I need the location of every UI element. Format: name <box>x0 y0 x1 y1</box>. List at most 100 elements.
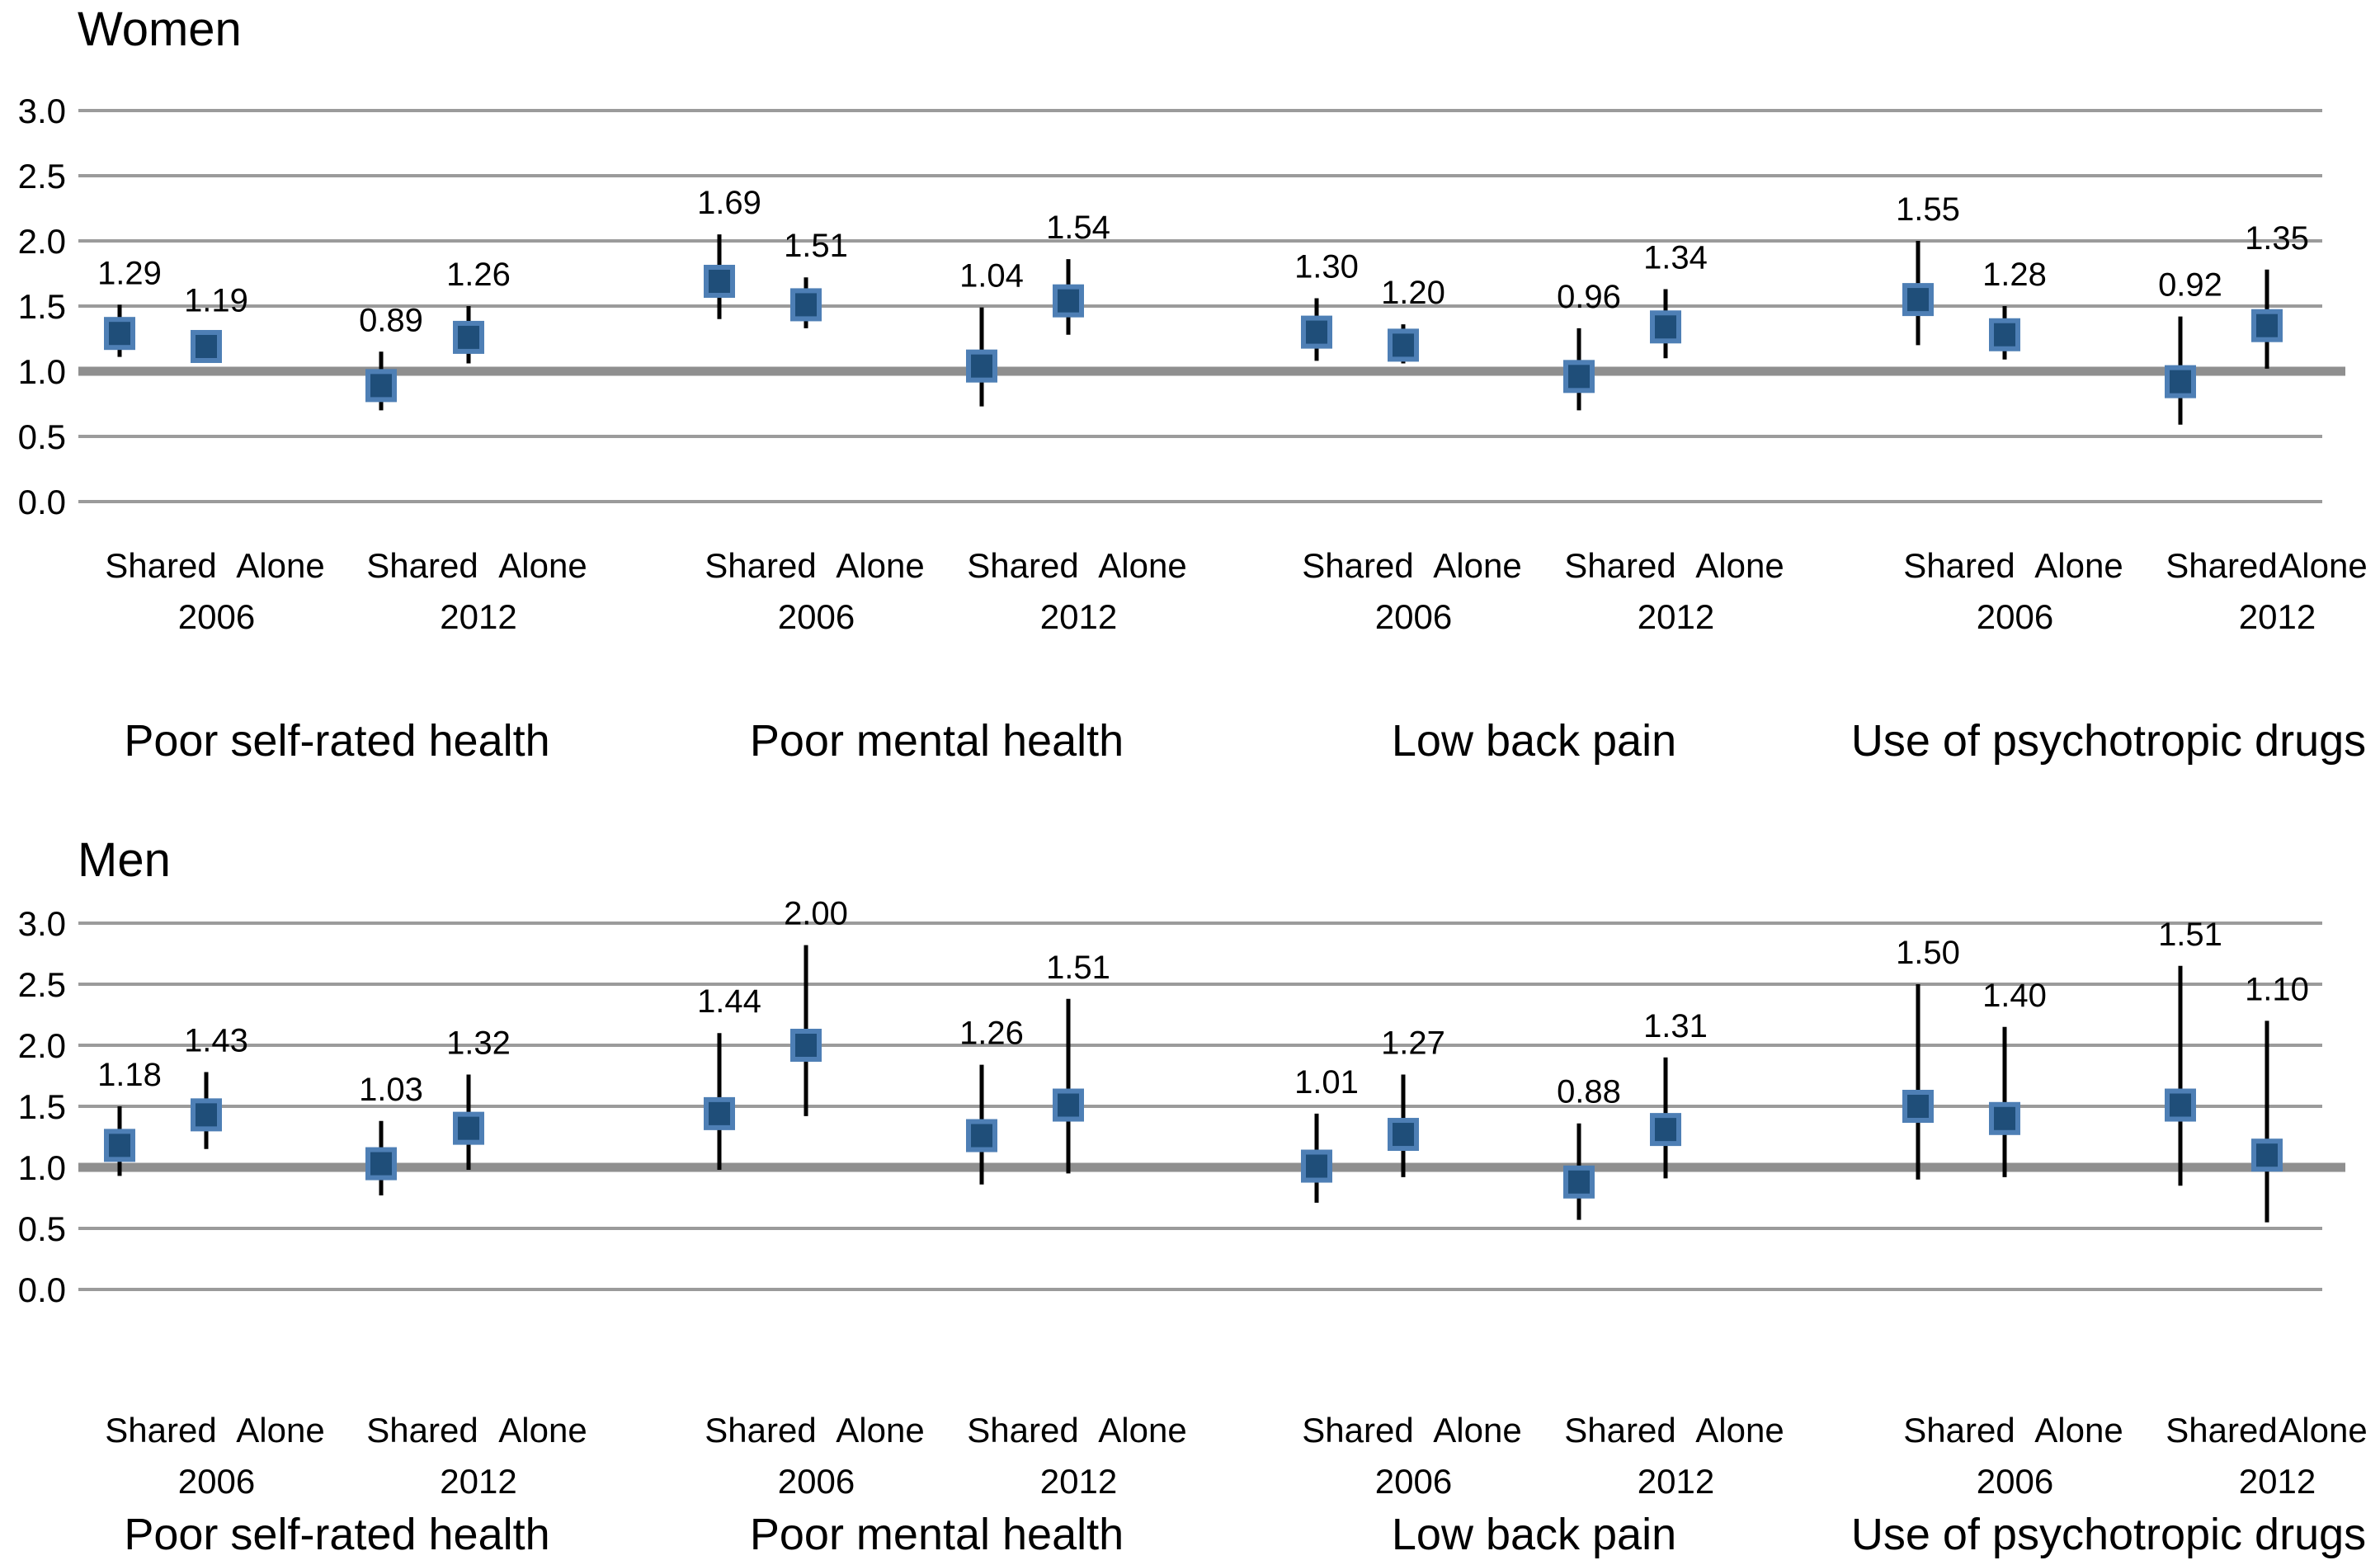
x-arrangement-label: Alone <box>236 546 324 585</box>
point-marker <box>365 1147 397 1181</box>
x-arrangement-label: Alone <box>2034 546 2123 585</box>
point-marker <box>1388 328 1419 362</box>
y-tick-label: 0.0 <box>18 483 66 521</box>
x-year-label: 2012 <box>1040 597 1117 636</box>
value-label: 1.04 <box>959 258 1024 295</box>
value-label: 1.31 <box>1643 1008 1708 1044</box>
value-label: 1.51 <box>2158 917 2222 953</box>
value-label: 1.55 <box>1896 191 1960 228</box>
x-arrangement-label: Shared <box>967 546 1078 585</box>
x-arrangement-label: Shared <box>2166 1411 2277 1450</box>
x-arrangement-label: Shared <box>967 1411 1078 1450</box>
point-marker <box>966 349 997 383</box>
x-arrangement-label: Alone <box>836 1411 924 1450</box>
y-tick-label: 3.0 <box>18 904 66 943</box>
y-tick-label: 2.5 <box>18 965 66 1004</box>
point-marker <box>1301 315 1332 349</box>
value-label: 1.19 <box>184 283 248 319</box>
x-arrangement-label: Shared <box>2166 546 2277 585</box>
x-year-label: 2012 <box>1040 1462 1117 1501</box>
x-arrangement-label: Alone <box>2034 1411 2123 1450</box>
point-marker <box>1053 1088 1084 1122</box>
group-title: Low back pain <box>1392 1510 1676 1559</box>
value-label: 1.29 <box>97 255 162 291</box>
value-label: 0.96 <box>1557 279 1621 315</box>
point-marker <box>1989 318 2020 351</box>
point-marker <box>104 317 135 351</box>
group-title: Poor mental health <box>750 1510 1124 1559</box>
x-arrangement-label: Shared <box>1903 546 2015 585</box>
point-marker <box>191 329 222 363</box>
value-label: 1.40 <box>1982 978 2047 1014</box>
y-tick-label: 2.0 <box>18 222 66 261</box>
x-arrangement-label: Shared <box>105 546 216 585</box>
x-arrangement-label: Shared <box>705 1411 816 1450</box>
x-arrangement-label: Alone <box>498 546 587 585</box>
value-label: 1.01 <box>1294 1064 1359 1101</box>
x-arrangement-label: Alone <box>1098 1411 1186 1450</box>
x-arrangement-label: Alone <box>236 1411 324 1450</box>
point-marker <box>1388 1118 1419 1152</box>
value-label: 1.69 <box>697 185 761 221</box>
x-arrangement-label: Shared <box>705 546 816 585</box>
value-label: 1.18 <box>97 1057 162 1093</box>
value-label: 1.26 <box>446 257 511 293</box>
group-title: Use of psychotropic drugs <box>1851 716 2366 766</box>
point-marker <box>1902 1090 1934 1123</box>
value-label: 0.88 <box>1557 1074 1621 1110</box>
group-title: Low back pain <box>1392 716 1676 766</box>
y-tick-label: 1.0 <box>18 352 66 391</box>
x-year-label: 2006 <box>1977 597 2053 636</box>
y-tick-label: 0.5 <box>18 1209 66 1248</box>
point-marker <box>790 1029 822 1062</box>
group-title: Poor mental health <box>750 716 1124 766</box>
x-arrangement-label: Shared <box>1564 546 1675 585</box>
x-year-label: 2012 <box>440 1462 516 1501</box>
value-label: 1.20 <box>1381 275 1445 311</box>
x-year-label: 2006 <box>178 1462 255 1501</box>
point-marker <box>704 264 735 298</box>
x-year-label: 2006 <box>1375 597 1452 636</box>
x-year-label: 2012 <box>440 597 516 636</box>
point-marker <box>365 369 397 403</box>
y-tick-label: 1.0 <box>18 1148 66 1187</box>
value-label: 1.50 <box>1896 935 1960 971</box>
x-arrangement-label: Shared <box>1903 1411 2015 1450</box>
x-arrangement-label: Shared <box>105 1411 216 1450</box>
value-label: 1.32 <box>446 1025 511 1062</box>
x-arrangement-label: Alone <box>1433 1411 1521 1450</box>
panel-title-women: Women <box>78 2 242 56</box>
x-year-label: 2006 <box>178 597 255 636</box>
point-marker <box>453 1111 484 1145</box>
x-year-label: 2006 <box>778 597 855 636</box>
value-label: 1.34 <box>1643 239 1708 276</box>
value-label: 1.26 <box>959 1016 1024 1052</box>
y-tick-label: 0.0 <box>18 1270 66 1309</box>
x-arrangement-label: Alone <box>498 1411 587 1450</box>
group-title: Poor self-rated health <box>124 1510 549 1559</box>
y-tick-label: 2.5 <box>18 157 66 196</box>
x-year-label: 2012 <box>1638 1462 1714 1501</box>
x-year-label: 2006 <box>778 1462 855 1501</box>
value-label: 1.51 <box>1046 950 1110 986</box>
value-label: 1.43 <box>184 1023 248 1059</box>
x-arrangement-label: Shared <box>1564 1411 1675 1450</box>
x-arrangement-label: Shared <box>366 1411 478 1450</box>
x-year-label: 2006 <box>1977 1462 2053 1501</box>
x-year-label: 2006 <box>1375 1462 1452 1501</box>
x-year-label: 2012 <box>2239 1462 2316 1501</box>
x-arrangement-label: Alone <box>1433 546 1521 585</box>
point-marker <box>1902 283 1934 317</box>
y-tick-label: 2.0 <box>18 1026 66 1065</box>
value-label: 1.54 <box>1046 210 1110 246</box>
point-marker <box>1650 1113 1681 1147</box>
group-title: Poor self-rated health <box>124 716 549 766</box>
value-label: 1.28 <box>1982 257 2047 293</box>
point-marker <box>453 320 484 354</box>
point-marker <box>1053 284 1084 318</box>
point-marker <box>1563 360 1595 394</box>
group-title: Use of psychotropic drugs <box>1851 1510 2366 1559</box>
x-arrangement-label: Alone <box>2279 546 2367 585</box>
point-marker <box>2251 309 2283 342</box>
